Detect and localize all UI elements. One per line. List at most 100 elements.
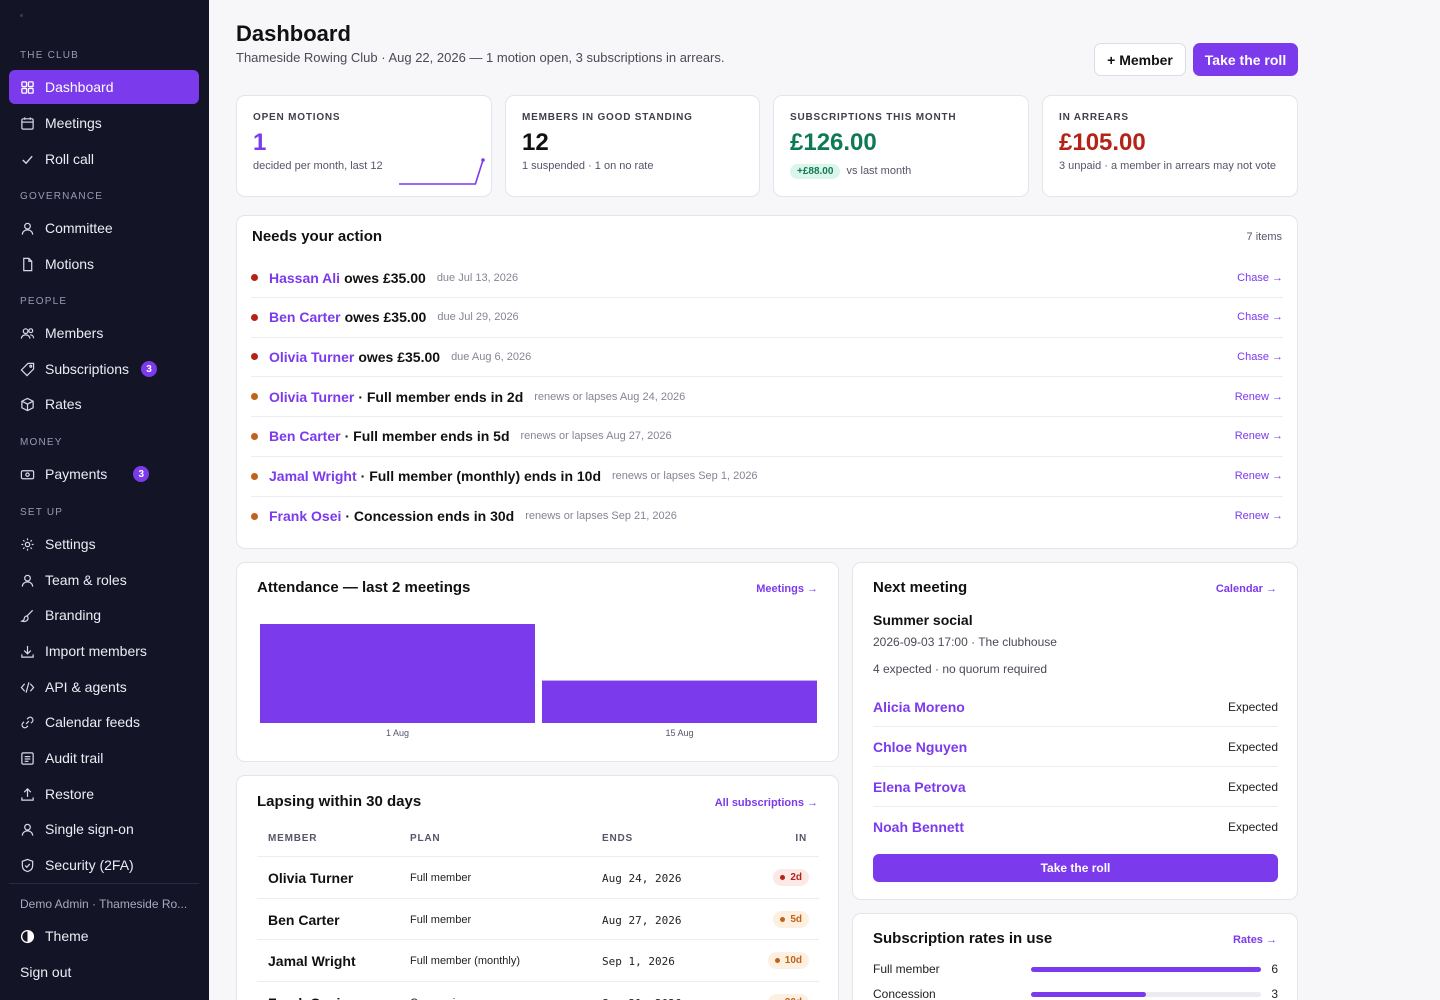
sidebar-item-branding[interactable]: Branding <box>9 598 199 632</box>
theme-toggle[interactable]: Theme <box>9 919 199 953</box>
member-link[interactable]: Ben Carter <box>269 309 341 326</box>
add-member-button[interactable]: + Member <box>1094 43 1186 76</box>
sparkline-line <box>399 159 484 185</box>
attendee-name[interactable]: Noah Bennett <box>873 819 964 835</box>
sign-out-link[interactable]: Sign out <box>9 955 199 989</box>
sidebar-item-label: API & agents <box>45 679 127 695</box>
sidebar-item-payments[interactable]: Payments 3 <box>9 457 199 491</box>
action-link[interactable]: Renew → <box>1234 510 1283 523</box>
attendance-card: Attendance — last 2 meetings Meetings → … <box>236 562 839 762</box>
meeting-expected: 4 expected · no quorum required <box>873 662 1048 676</box>
badge-dot <box>774 958 780 963</box>
rate-bar-track <box>1031 991 1261 997</box>
action-row: Ben Carter owes £35.00 due Jul 29, 2026 Cha… <box>251 298 1283 338</box>
card-title: Lapsing within 30 days <box>257 793 422 810</box>
ends-cell: Sep 1, 2026 <box>602 955 675 968</box>
stat-value: 12 <box>522 129 549 156</box>
attendee-status: Expected <box>1227 779 1278 794</box>
stat-card-subscriptions-month[interactable]: SUBSCRIPTIONS THIS MONTH £126.00 +£88.00… <box>773 95 1029 197</box>
card-title: Subscription rates in use <box>873 930 1053 947</box>
sidebar-item-import-members[interactable]: Import members <box>9 634 199 668</box>
member-link[interactable]: Frank Osei <box>269 508 342 525</box>
action-link[interactable]: Chase → <box>1237 271 1283 284</box>
member-link[interactable]: Olivia Turner <box>269 388 355 405</box>
days-badge: 5d <box>773 910 809 928</box>
attendee-name[interactable]: Elena Petrova <box>873 778 966 795</box>
status-dot <box>251 393 258 401</box>
sign-out-label: Sign out <box>20 964 72 980</box>
upload-icon <box>21 787 34 801</box>
member-link[interactable]: Hassan Ali <box>269 269 341 286</box>
next-meeting-card: Next meeting Calendar → Summer social 20… <box>852 562 1298 900</box>
meeting-name[interactable]: Summer social <box>873 612 973 628</box>
sidebar-item-restore[interactable]: Restore <box>9 777 199 811</box>
action-link[interactable]: Chase → <box>1237 311 1283 324</box>
status-dot <box>251 274 258 281</box>
member-link[interactable]: Jamal Wright <box>269 468 357 484</box>
member-link[interactable]: Olivia Turner <box>269 348 355 365</box>
attendee-row: Alicia Moreno Expected <box>873 687 1278 727</box>
badge-text: 5d <box>790 913 802 925</box>
action-link[interactable]: Chase → <box>1237 350 1283 363</box>
stat-card-arrears[interactable]: IN ARREARS £105.00 3 unpaid · a member i… <box>1042 95 1298 197</box>
rate-count: 3 <box>1271 987 1278 1000</box>
table-row[interactable]: Frank Osei Concession Sep 21, 2026 30d <box>257 980 819 1000</box>
users-icon <box>20 327 35 339</box>
stat-label: SUBSCRIPTIONS THIS MONTH <box>790 112 957 123</box>
action-meta: renews or lapses Sep 21, 2026 <box>525 510 677 523</box>
stat-label: MEMBERS IN GOOD STANDING <box>522 112 693 123</box>
gear-icon <box>21 537 34 551</box>
action-row: Frank Osei · Concession ends in 30d renews… <box>251 496 1283 536</box>
table-row[interactable]: Jamal Wright Full member (monthly) Sep 1, … <box>257 939 819 980</box>
table-row[interactable]: Ben Carter Full member Aug 27, 2026 5d <box>257 897 819 939</box>
stat-card-open-motions[interactable]: OPEN MOTIONS 1 decided per month, last 1… <box>236 95 492 197</box>
badge-text: 2d <box>790 872 802 883</box>
sidebar-item-api-agents[interactable]: API & agents <box>9 670 199 704</box>
sidebar-item-security-2fa[interactable]: Security (2FA) <box>9 848 199 882</box>
action-link[interactable]: Renew → <box>1234 470 1283 482</box>
action-row: Jamal Wright · Full member (monthly) ends… <box>251 457 1283 497</box>
sidebar-item-single-sign-on[interactable]: Single sign-on <box>9 812 199 846</box>
banknote-icon <box>20 469 35 479</box>
all-subscriptions-link[interactable]: All subscriptions → <box>714 797 818 809</box>
sidebar-item-dashboard[interactable]: Dashboard <box>9 70 199 104</box>
rates-link[interactable]: Rates → <box>1232 934 1277 946</box>
sidebar-item-committee[interactable]: Committee <box>9 211 199 245</box>
rate-row: Full member 6 <box>873 959 1278 979</box>
sidebar-item-audit-trail[interactable]: Audit trail <box>9 741 199 775</box>
action-link[interactable]: Renew → <box>1234 390 1283 403</box>
stat-note-row: +£88.00 vs last month <box>790 164 911 179</box>
sidebar-item-rates[interactable]: Rates <box>9 387 199 421</box>
stat-card-good-standing[interactable]: MEMBERS IN GOOD STANDING 12 1 suspended … <box>505 95 760 197</box>
badge-dot <box>780 875 786 880</box>
take-roll-meeting-button[interactable]: Take the roll <box>873 854 1278 882</box>
sidebar-item-subscriptions[interactable]: Subscriptions 3 <box>9 352 199 386</box>
sidebar-item-calendar-feeds[interactable]: Calendar feeds <box>9 705 199 739</box>
plan-cell: Full member <box>410 913 472 926</box>
member-link[interactable]: Ben Carter <box>269 428 341 445</box>
section-label-people: PEOPLE <box>20 296 68 307</box>
sidebar-item-motions[interactable]: Motions <box>9 247 199 281</box>
meetings-link[interactable]: Meetings → <box>756 583 818 595</box>
list-icon <box>21 751 34 765</box>
sidebar-divider <box>9 883 199 884</box>
table-row[interactable]: Olivia Turner Full member Aug 24, 2026 2d <box>257 856 819 897</box>
attendee-name[interactable]: Alicia Moreno <box>873 698 965 715</box>
sidebar-item-team-roles[interactable]: Team & roles <box>9 563 199 597</box>
sidebar-item-members[interactable]: Members <box>9 316 199 350</box>
ends-cell: Aug 24, 2026 <box>602 872 682 885</box>
motions-sparkline <box>399 158 485 185</box>
sidebar-item-roll-call[interactable]: Roll call <box>9 142 199 176</box>
sidebar-item-settings[interactable]: Settings <box>9 527 199 561</box>
take-roll-button[interactable]: Take the roll <box>1193 43 1298 76</box>
box-icon <box>21 397 34 411</box>
sidebar-item-meetings[interactable]: Meetings <box>9 106 199 140</box>
attendee-status: Expected <box>1227 739 1278 754</box>
rate-count: 6 <box>1271 962 1278 976</box>
attendee-name[interactable]: Chloe Nguyen <box>873 738 968 755</box>
plan-cell: Concession <box>410 997 467 1000</box>
action-link[interactable]: Renew → <box>1234 430 1283 443</box>
calendar-link[interactable]: Calendar → <box>1215 583 1277 595</box>
sidebar-item-label: Rates <box>45 396 82 412</box>
action-text: · Full member ends in 5d <box>344 428 510 445</box>
